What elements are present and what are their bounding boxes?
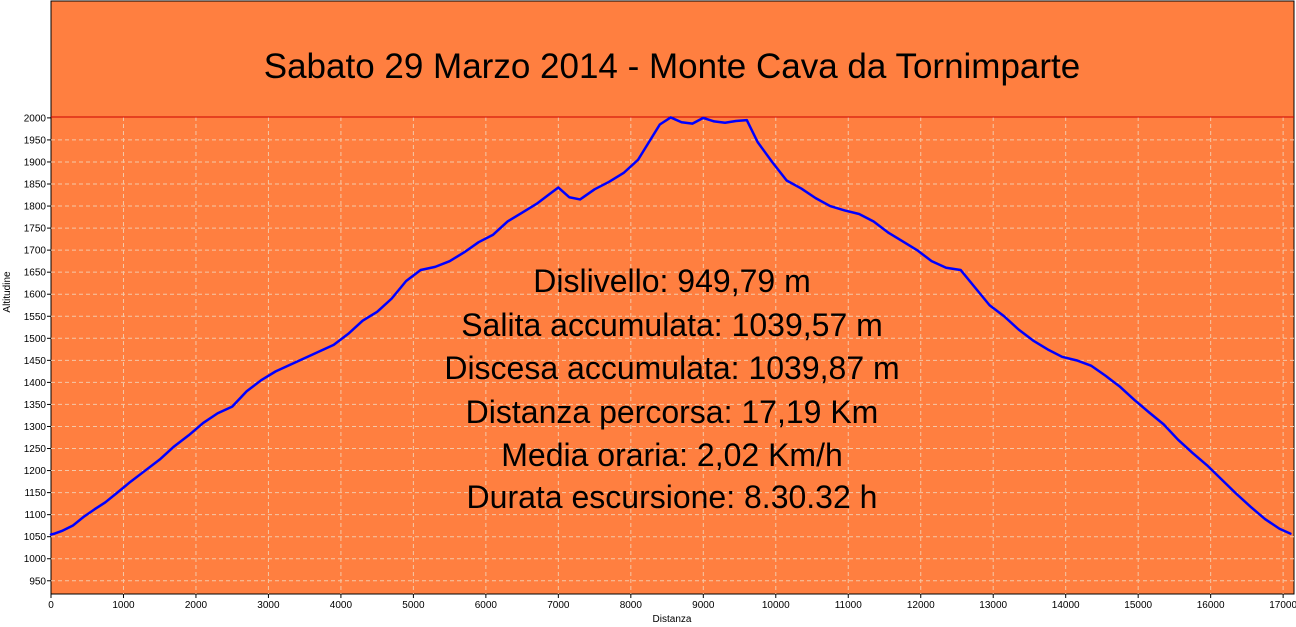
stat-distanza: Distanza percorsa: 17,19 Km bbox=[466, 394, 879, 430]
grid-lines bbox=[51, 117, 1294, 594]
x-tick-label: 15000 bbox=[1124, 600, 1152, 611]
elevation-profile-line bbox=[49, 116, 1292, 536]
x-tick-label: 16000 bbox=[1197, 600, 1225, 611]
x-tick-label: 7000 bbox=[547, 600, 570, 611]
x-tick-label: 2000 bbox=[185, 600, 208, 611]
y-tick-label: 1700 bbox=[24, 246, 47, 257]
y-tick-label: 1650 bbox=[24, 268, 47, 279]
y-tick-label: 1350 bbox=[24, 400, 47, 411]
y-axis-label: Altitudine bbox=[2, 271, 13, 313]
x-tick-label: 13000 bbox=[979, 600, 1007, 611]
x-tick-label: 3000 bbox=[257, 600, 280, 611]
y-tick-label: 1950 bbox=[24, 135, 47, 146]
y-tick-label: 1800 bbox=[24, 202, 47, 213]
stat-discesa: Discesa accumulata: 1039,87 m bbox=[444, 350, 899, 386]
x-tick-label: 17000 bbox=[1269, 600, 1296, 611]
x-tick-label: 6000 bbox=[475, 600, 498, 611]
y-tick-label: 1500 bbox=[24, 334, 47, 345]
x-axis-ticks: 0 1000 2000 3000 4000 5000 6000 7000 8000 9000 100… bbox=[48, 594, 1296, 611]
y-tick-label: 1150 bbox=[24, 488, 46, 499]
y-axis-ticks: 950 1000 1050 1100 1150 1200 1250 1300 1350 1400 1… bbox=[24, 113, 51, 587]
y-tick-label: 1050 bbox=[24, 532, 47, 543]
y-tick-label: 950 bbox=[29, 576, 46, 587]
chart-title: Sabato 29 Marzo 2014 - Monte Cava da Tor… bbox=[264, 47, 1080, 86]
stat-dislivello: Dislivello: 949,79 m bbox=[533, 263, 810, 299]
y-tick-label: 1200 bbox=[24, 466, 47, 477]
x-tick-label: 14000 bbox=[1052, 600, 1080, 611]
x-tick-label: 8000 bbox=[620, 600, 643, 611]
y-tick-label: 1850 bbox=[24, 180, 47, 191]
y-tick-label: 1900 bbox=[24, 157, 47, 168]
y-tick-label: 2000 bbox=[24, 113, 47, 124]
x-tick-label: 12000 bbox=[907, 600, 935, 611]
y-tick-label: 1750 bbox=[24, 224, 47, 235]
y-tick-label: 1100 bbox=[24, 510, 46, 521]
y-tick-label: 1000 bbox=[24, 554, 47, 565]
x-tick-label: 9000 bbox=[692, 600, 715, 611]
y-tick-label: 1450 bbox=[24, 356, 47, 367]
y-tick-label: 1300 bbox=[24, 422, 47, 433]
y-tick-label: 1550 bbox=[24, 312, 47, 323]
series-layer bbox=[49, 116, 1292, 536]
stat-salita: Salita accumulata: 1039,57 m bbox=[461, 307, 883, 343]
x-tick-label: 5000 bbox=[402, 600, 425, 611]
x-axis-label: Distanza bbox=[653, 614, 692, 625]
stat-durata: Durata escursione: 8.30.32 h bbox=[467, 479, 878, 515]
x-tick-label: 1000 bbox=[112, 600, 135, 611]
y-tick-label: 1400 bbox=[24, 378, 47, 389]
x-tick-label: 11000 bbox=[835, 600, 863, 611]
y-tick-label: 1250 bbox=[24, 444, 47, 455]
x-tick-label: 4000 bbox=[330, 600, 353, 611]
title-panel bbox=[50, 0, 1295, 118]
stat-media: Media oraria: 2,02 Km/h bbox=[501, 437, 843, 473]
x-tick-label: 0 bbox=[48, 600, 54, 611]
y-tick-label: 1600 bbox=[24, 290, 47, 301]
x-tick-label: 10000 bbox=[762, 600, 790, 611]
